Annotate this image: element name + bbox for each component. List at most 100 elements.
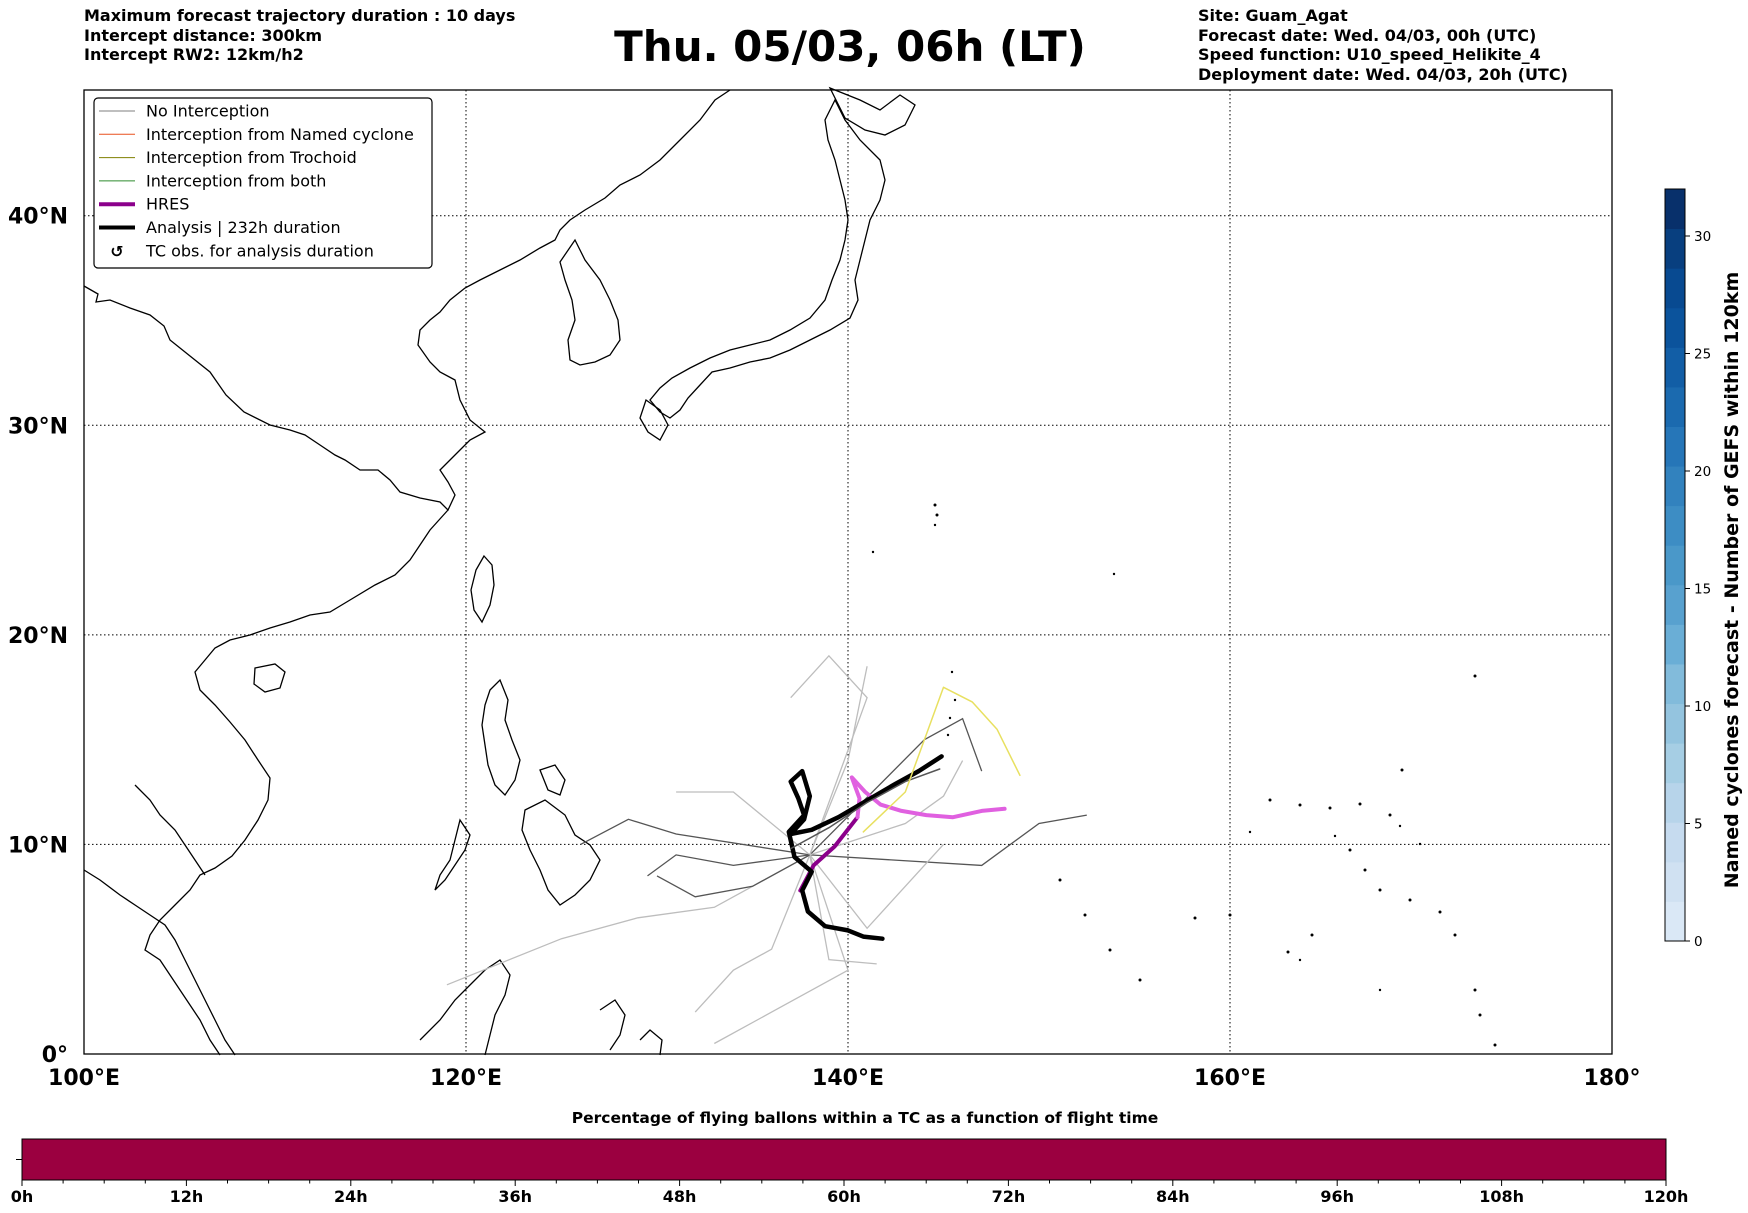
mainland-coastline <box>83 869 236 1056</box>
header-right: Site: Guam_Agat Forecast date: Wed. 04/0… <box>1198 6 1568 84</box>
x-tick-label: 180° <box>1584 1066 1641 1091</box>
legend-label: HRES <box>146 195 189 214</box>
header-right-line: Speed function: U10_speed_Helikite_4 <box>1198 45 1541 64</box>
ensemble-trajectory <box>580 818 810 856</box>
island-coastline <box>599 999 626 1051</box>
colorbar-band <box>1665 584 1685 625</box>
header-right-line: Forecast date: Wed. 04/03, 00h (UTC) <box>1198 25 1537 45</box>
bar-title: Percentage of flying ballons within a TC… <box>572 1109 1159 1127</box>
colorbar-band <box>1665 268 1685 309</box>
bar-tick-label: 72h <box>992 1187 1026 1206</box>
colorbar-tick-label: 30 <box>1694 229 1711 245</box>
philippines-coastline <box>539 764 566 796</box>
hainan-coastline <box>253 663 286 693</box>
header-right-line: Deployment date: Wed. 04/03, 20h (UTC) <box>1198 64 1568 84</box>
cyclone-icon: ↺ <box>110 242 123 261</box>
philippines-coastline <box>521 799 601 906</box>
taiwan-coastline <box>470 554 495 624</box>
legend-box <box>93 97 433 269</box>
mainland-coastline <box>144 509 449 1056</box>
colorbar-band <box>1665 545 1685 586</box>
colorbar-band <box>1665 505 1685 546</box>
ensemble-trajectory <box>446 854 811 986</box>
colorbar-band <box>1665 307 1685 348</box>
bar-tick-label: 108h <box>1479 1187 1524 1206</box>
colorbar-tick-label: 10 <box>1694 699 1711 715</box>
colorbar-tick-label: 0 <box>1694 934 1703 950</box>
header-left-line: Intercept distance: 300km <box>84 25 323 45</box>
y-tick-label: 20°N <box>8 624 68 649</box>
colorbar-band <box>1665 822 1685 863</box>
y-tick-label: 30°N <box>8 414 68 439</box>
colorbar-band <box>1665 782 1685 823</box>
y-tick-label: 10°N <box>8 833 68 858</box>
colorbar-band <box>1665 624 1685 665</box>
legend-label: No Interception <box>146 102 270 121</box>
y-tick-label: 40°N <box>8 205 68 230</box>
colorbar-band <box>1665 743 1685 784</box>
legend-label: Interception from Trochoid <box>146 148 357 167</box>
ensemble-trajectory <box>809 760 964 856</box>
ensemble-trajectory <box>809 843 944 930</box>
colorbar-band <box>1665 386 1685 427</box>
axes: 100°E 120°E 140°E 160°E 180° 0° 10°N 20°N 30°N 40… <box>8 205 1641 1091</box>
ensemble-trajectory <box>809 717 983 856</box>
colorbar-band <box>1665 426 1685 467</box>
gridlines <box>84 90 1612 1054</box>
legend-label: Interception from Named cyclone <box>146 125 414 144</box>
mainland-coastline <box>83 89 731 512</box>
plot-border <box>83 89 1613 1055</box>
x-tick-label: 160°E <box>1194 1066 1266 1091</box>
bar-tick-label: 0h <box>11 1187 34 1206</box>
mainland-coastline <box>134 784 206 876</box>
colorbar-band <box>1665 189 1685 230</box>
legend-label: TC obs. for analysis duration <box>145 241 374 260</box>
colorbar-band <box>1665 703 1685 744</box>
colorbar-tick-label: 20 <box>1694 464 1711 480</box>
colorbar-band <box>1665 228 1685 269</box>
header-left: Maximum forecast trajectory duration : 1… <box>84 6 515 65</box>
korea-coastline <box>559 238 621 366</box>
plot-frame <box>83 89 1613 1055</box>
x-tick-label: 140°E <box>812 1066 884 1091</box>
colorbar-body: 0 5 10 15 20 25 30 <box>1664 188 1711 950</box>
chart-title: Thu. 05/03, 06h (LT) <box>614 22 1086 71</box>
ensemble-trajectory <box>647 854 810 877</box>
ensemble-trajectory <box>809 814 1087 867</box>
bar-tick-label: 12h <box>170 1187 204 1206</box>
colorbar-border <box>1664 188 1686 942</box>
series-line <box>849 775 1007 820</box>
header-right-line: Site: Guam_Agat <box>1198 6 1348 25</box>
bar-tick-label: 60h <box>827 1187 861 1206</box>
philippines-coastline <box>481 678 521 797</box>
colorbar-title: Named cyclones forecast - Number of GEFS… <box>1721 272 1743 889</box>
ensemble-trajectory <box>676 791 811 856</box>
bar-tick-label: 36h <box>498 1187 532 1206</box>
bar-tick-label: 24h <box>334 1187 368 1206</box>
series-line <box>862 686 1021 833</box>
colorbar-band <box>1665 663 1685 705</box>
japan-coastline <box>649 98 886 419</box>
bar-tick-label: 84h <box>1156 1187 1190 1206</box>
legend: No Interception Interception from Named c… <box>93 97 433 269</box>
colorbar-tick-label: 5 <box>1694 817 1703 833</box>
ensemble-trajectory <box>790 654 868 856</box>
legend-label: Interception from both <box>146 171 326 190</box>
island-dots <box>871 503 1497 1047</box>
header-left-line: Intercept RW2: 12km/h2 <box>84 45 304 64</box>
coastlines <box>83 86 1497 1056</box>
colorbar-band <box>1665 466 1685 507</box>
y-tick-label: 0° <box>42 1043 68 1068</box>
borneo-coastline <box>419 959 511 1056</box>
philippines-coastline <box>434 818 471 891</box>
island-coastline <box>639 1029 663 1056</box>
ensemble-trajectory <box>694 854 811 1013</box>
colorbar-band <box>1665 347 1685 388</box>
colorbar-tick-label: 25 <box>1694 347 1711 363</box>
colorbar-band <box>1665 861 1685 902</box>
bar-tick-label: 48h <box>663 1187 697 1206</box>
legend-label: Analysis | 232h duration <box>146 218 341 237</box>
